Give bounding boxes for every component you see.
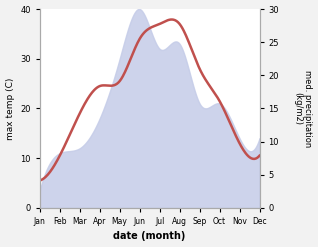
Y-axis label: med. precipitation
(kg/m2): med. precipitation (kg/m2) — [293, 70, 313, 147]
Y-axis label: max temp (C): max temp (C) — [5, 77, 15, 140]
X-axis label: date (month): date (month) — [114, 231, 186, 242]
